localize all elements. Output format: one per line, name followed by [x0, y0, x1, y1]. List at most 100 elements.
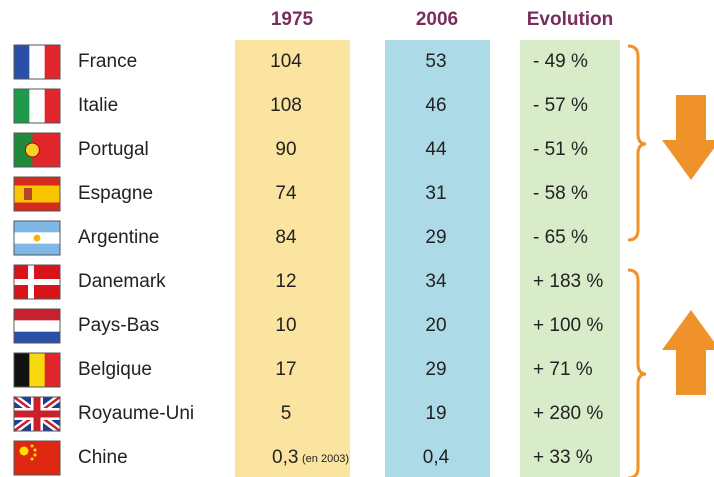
country: Argentine	[78, 227, 159, 248]
flag-band	[44, 353, 61, 387]
value-1975: 74	[275, 183, 297, 204]
evolution: + 183 %	[533, 271, 603, 292]
header-2006: 2006	[416, 9, 458, 30]
note: (en 2003)	[302, 453, 349, 465]
flag-border	[13, 176, 61, 212]
evolution: - 57 %	[533, 95, 588, 116]
flag-emblem	[33, 453, 37, 457]
value-1975: 10	[275, 315, 296, 336]
flag-border	[13, 308, 61, 344]
arrow-up	[662, 310, 714, 395]
evolution: + 33 %	[533, 447, 593, 468]
country: Pays-Bas	[78, 315, 159, 336]
flag	[13, 44, 61, 80]
value-2006: 0,4	[423, 447, 450, 468]
evolution: - 58 %	[533, 183, 588, 204]
value-1975: 17	[275, 359, 296, 380]
country: Belgique	[78, 359, 152, 380]
brace-down	[627, 44, 647, 242]
flag-band	[44, 45, 61, 79]
flag-band	[14, 441, 60, 475]
flag-border	[13, 220, 61, 256]
flag-band	[14, 177, 60, 186]
country: Italie	[78, 95, 118, 116]
flag-band	[14, 279, 60, 285]
flag	[13, 264, 61, 300]
flag	[13, 352, 61, 388]
flag-emblem	[30, 457, 34, 461]
country: Danemark	[78, 271, 166, 292]
evolution: - 65 %	[533, 227, 588, 248]
country: France	[78, 51, 137, 72]
flag-border	[13, 88, 61, 124]
flag	[13, 220, 61, 256]
flag-emblem	[19, 446, 29, 456]
flag-band	[33, 397, 41, 431]
flag-band	[44, 89, 61, 123]
flag	[13, 132, 61, 168]
flag	[13, 88, 61, 124]
flag-band	[14, 221, 60, 233]
flag-emblem	[24, 142, 40, 158]
flag-emblem	[24, 188, 32, 200]
flag-band	[14, 243, 60, 256]
flag-band	[29, 45, 46, 79]
flag	[11, 394, 63, 434]
value-2006: 19	[425, 403, 446, 424]
value-1975: 90	[275, 139, 296, 160]
flag-band	[14, 185, 60, 203]
flag-border	[13, 132, 61, 168]
brace-up	[627, 268, 647, 477]
flag-band	[14, 320, 60, 333]
flag-border	[13, 396, 61, 432]
value-1975: 84	[275, 227, 297, 248]
evolution: + 280 %	[533, 403, 603, 424]
evolution: + 100 %	[533, 315, 603, 336]
header-evolution: Evolution	[527, 9, 614, 30]
flag-border	[13, 440, 61, 476]
value-2006: 29	[425, 227, 446, 248]
flag	[13, 176, 61, 212]
flag-band	[14, 331, 60, 344]
value-2006: 46	[425, 95, 446, 116]
col-1975-bg	[235, 40, 350, 477]
flag-emblem	[33, 234, 41, 242]
flag-band	[14, 45, 30, 79]
header-1975: 1975	[271, 9, 314, 30]
arrow-down	[662, 95, 714, 180]
evolution: - 49 %	[533, 51, 588, 72]
value-2006: 44	[425, 139, 447, 160]
value-2006: 34	[425, 271, 447, 292]
flag-band	[14, 89, 30, 123]
flag	[13, 308, 61, 344]
flag-band	[14, 309, 60, 321]
country: Espagne	[78, 183, 153, 204]
flag-border	[13, 352, 61, 388]
value-1975: 12	[275, 271, 296, 292]
flag-emblem	[30, 444, 34, 448]
evolution: + 71 %	[533, 359, 593, 380]
country: Portugal	[78, 139, 149, 160]
flag-band	[14, 202, 60, 212]
evolution: - 51 %	[533, 139, 588, 160]
value-1975: 0,3	[272, 447, 298, 468]
flag	[13, 440, 61, 476]
col-2006-bg	[385, 40, 490, 477]
value-1975: 5	[281, 403, 292, 424]
flag-emblem	[33, 448, 37, 452]
flag-band	[29, 353, 46, 387]
flag-band	[29, 89, 46, 123]
value-2006: 29	[425, 359, 446, 380]
value-2006: 31	[425, 183, 446, 204]
flag-border	[13, 264, 61, 300]
flag-band	[14, 133, 33, 167]
value-2006: 20	[425, 315, 446, 336]
country: Chine	[78, 447, 128, 468]
flag-border	[13, 44, 61, 80]
country: Royaume-Uni	[78, 403, 194, 424]
flag-band	[14, 353, 30, 387]
value-1975: 104	[270, 51, 302, 72]
rows: France 104 53 - 49 % Italie 108 46 - 57 % Portug…	[11, 44, 603, 476]
col-evolution-bg	[520, 40, 620, 477]
